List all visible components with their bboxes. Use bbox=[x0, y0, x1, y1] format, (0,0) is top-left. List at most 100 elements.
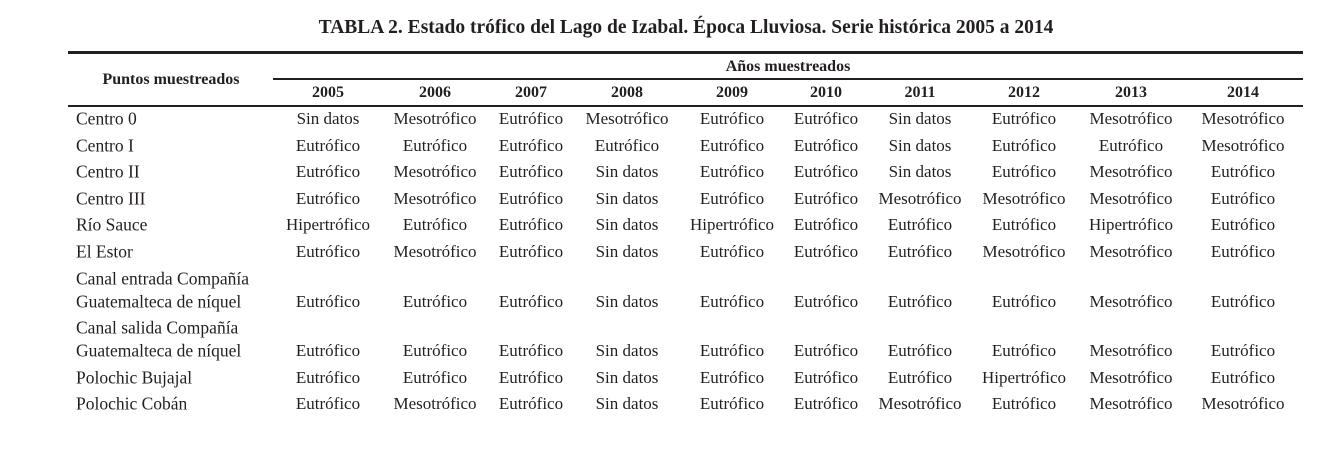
year-header: 2011 bbox=[904, 84, 936, 101]
cell: Eutrófico bbox=[498, 242, 564, 261]
cell: Eutrófico bbox=[887, 367, 953, 387]
cell: Hipertrófico bbox=[981, 367, 1067, 387]
year-header: 2006 bbox=[419, 84, 451, 101]
cell: Sin datos bbox=[595, 215, 659, 235]
cell: Mesotrófico bbox=[1089, 367, 1173, 387]
group-rule bbox=[273, 78, 1303, 80]
year-header: 2010 bbox=[810, 84, 842, 101]
cell: Eutrófico bbox=[793, 394, 859, 414]
cell: Eutrófico bbox=[887, 341, 953, 361]
cell: Eutrófico bbox=[498, 162, 564, 182]
cell: Eutrófico bbox=[699, 135, 765, 155]
header-rule bbox=[68, 105, 1303, 107]
row-label: Centro III bbox=[76, 188, 146, 209]
row-header: Puntos muestreados bbox=[102, 71, 240, 88]
cell: Eutrófico bbox=[402, 367, 468, 387]
row-label: Polochic Cobán bbox=[76, 393, 188, 414]
year-header: 2007 bbox=[515, 84, 547, 101]
cell: Sin datos bbox=[595, 188, 659, 208]
cell: Mesotrófico bbox=[1089, 109, 1173, 128]
cell: Eutrófico bbox=[295, 394, 361, 414]
cell: Mesotrófico bbox=[878, 188, 962, 208]
cell: Eutrófico bbox=[793, 135, 859, 155]
cell: Eutrófico bbox=[699, 291, 765, 311]
cell: Eutrófico bbox=[1210, 162, 1276, 182]
cell: Eutrófico bbox=[295, 367, 361, 387]
column-group: Años muestreados bbox=[725, 58, 851, 75]
cell: Eutrófico bbox=[295, 242, 361, 261]
cell: Eutrófico bbox=[793, 341, 859, 361]
cell: Eutrófico bbox=[1210, 341, 1276, 361]
cell: Eutrófico bbox=[887, 215, 953, 235]
cell: Eutrófico bbox=[991, 162, 1057, 182]
cell: Sin datos bbox=[595, 162, 659, 182]
cell: Eutrófico bbox=[1098, 135, 1164, 155]
cell: Sin datos bbox=[595, 341, 659, 361]
cell: Eutrófico bbox=[594, 135, 660, 155]
cell: Sin datos bbox=[595, 394, 659, 414]
cell: Eutrófico bbox=[498, 291, 564, 311]
year-header: 2005 bbox=[312, 84, 344, 101]
row-label: Centro 0 bbox=[76, 108, 137, 129]
cell: Eutrófico bbox=[887, 242, 953, 261]
cell: Mesotrófico bbox=[982, 188, 1066, 208]
cell: Eutrófico bbox=[991, 215, 1057, 235]
cell: Eutrófico bbox=[498, 109, 564, 128]
cell: Eutrófico bbox=[699, 242, 765, 261]
cell: Eutrófico bbox=[699, 341, 765, 361]
cell: Eutrófico bbox=[991, 109, 1057, 128]
cell: Mesotrófico bbox=[1089, 242, 1173, 261]
cell: Eutrófico bbox=[1210, 367, 1276, 387]
cell: Sin datos bbox=[888, 162, 952, 182]
cell: Eutrófico bbox=[295, 135, 361, 155]
year-header: 2009 bbox=[716, 84, 748, 101]
cell: Eutrófico bbox=[295, 341, 361, 361]
row-label: Guatemalteca de níquel bbox=[76, 340, 242, 361]
cell: Eutrófico bbox=[991, 394, 1057, 414]
year-header: 2013 bbox=[1115, 84, 1147, 101]
row-label: Canal entrada Compañía bbox=[76, 268, 249, 289]
cell: Eutrófico bbox=[793, 188, 859, 208]
cell: Mesotrófico bbox=[393, 109, 477, 128]
cell: Sin datos bbox=[888, 109, 952, 128]
cell: Eutrófico bbox=[498, 135, 564, 155]
cell: Mesotrófico bbox=[982, 242, 1066, 261]
cell: Eutrófico bbox=[402, 291, 468, 311]
cell: Eutrófico bbox=[991, 135, 1057, 155]
year-header: 2012 bbox=[1008, 84, 1040, 101]
cell: Eutrófico bbox=[295, 188, 361, 208]
cell: Sin datos bbox=[595, 291, 659, 311]
cell: Mesotrófico bbox=[1201, 135, 1285, 155]
table-title: TABLA 2. Estado trófico del Lago de Izab… bbox=[318, 17, 1054, 38]
cell: Mesotrófico bbox=[1089, 162, 1173, 182]
cell: Eutrófico bbox=[1210, 291, 1276, 311]
cell: Sin datos bbox=[888, 135, 952, 155]
cell: Eutrófico bbox=[498, 188, 564, 208]
row-label: Centro I bbox=[76, 135, 134, 156]
year-header: 2008 bbox=[611, 84, 643, 101]
row-label: El Estor bbox=[76, 241, 133, 262]
cell: Eutrófico bbox=[793, 162, 859, 182]
cell: Eutrófico bbox=[1210, 188, 1276, 208]
row-label: Canal salida Compañía bbox=[76, 317, 239, 338]
cell: Mesotrófico bbox=[393, 188, 477, 208]
cell: Hipertrófico bbox=[689, 215, 775, 235]
top-rule bbox=[68, 51, 1303, 54]
cell: Eutrófico bbox=[699, 109, 765, 128]
cell: Eutrófico bbox=[793, 215, 859, 235]
row-label: Polochic Bujajal bbox=[76, 367, 193, 388]
cell: Eutrófico bbox=[793, 291, 859, 311]
cell: Eutrófico bbox=[498, 367, 564, 387]
cell: Eutrófico bbox=[498, 341, 564, 361]
cell: Eutrófico bbox=[1210, 215, 1276, 235]
cell: Hipertrófico bbox=[285, 215, 371, 235]
cell: Mesotrófico bbox=[1089, 394, 1173, 414]
cell: Hipertrófico bbox=[1088, 215, 1174, 235]
row-label: Río Sauce bbox=[76, 214, 148, 235]
cell: Eutrófico bbox=[295, 162, 361, 182]
cell: Eutrófico bbox=[991, 291, 1057, 311]
cell: Eutrófico bbox=[699, 162, 765, 182]
cell: Eutrófico bbox=[793, 109, 859, 128]
cell: Mesotrófico bbox=[585, 109, 669, 128]
cell: Eutrófico bbox=[793, 242, 859, 261]
